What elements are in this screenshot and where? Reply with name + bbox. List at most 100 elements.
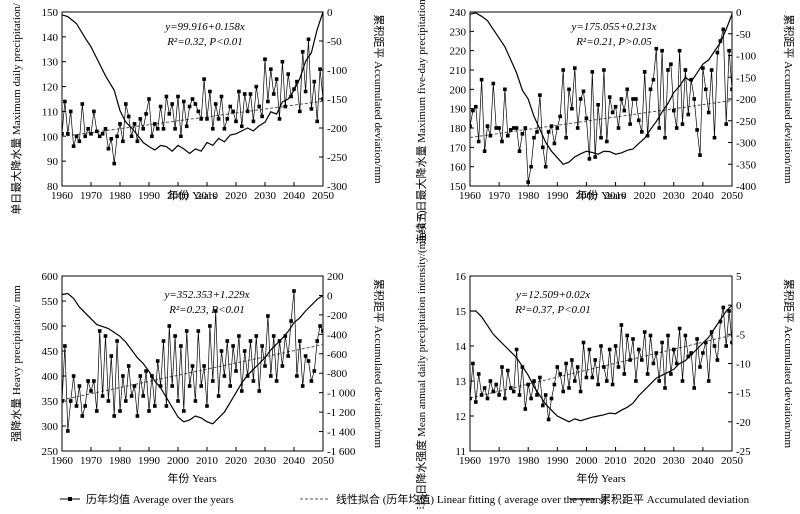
average-point bbox=[228, 384, 232, 388]
average-point bbox=[251, 119, 256, 124]
average-point bbox=[532, 135, 536, 140]
average-point bbox=[567, 87, 571, 92]
y-left-tick-label: 500 bbox=[42, 321, 59, 333]
average-point bbox=[63, 344, 67, 348]
average-point bbox=[303, 89, 308, 94]
x-tick-label: 2030 bbox=[254, 190, 277, 202]
average-point bbox=[231, 109, 235, 114]
average-point bbox=[503, 396, 507, 401]
average-point bbox=[648, 87, 653, 92]
x-tick-label: 1960 bbox=[51, 190, 74, 202]
average-point bbox=[321, 329, 323, 333]
average-point bbox=[100, 394, 105, 398]
average-point bbox=[709, 68, 714, 72]
average-point bbox=[315, 119, 319, 124]
average-point bbox=[663, 135, 667, 140]
average-point bbox=[199, 384, 203, 388]
average-point bbox=[237, 334, 241, 338]
average-point bbox=[242, 92, 247, 96]
average-point bbox=[208, 89, 212, 94]
average-point bbox=[622, 108, 627, 113]
average-point bbox=[300, 384, 305, 388]
legend-fit-label: 线性拟合 (历年均值) Linear fitting ( average ove… bbox=[336, 492, 607, 506]
average-point bbox=[211, 127, 215, 131]
x-tick-label: 2050 bbox=[312, 190, 335, 202]
average-point bbox=[599, 135, 603, 140]
average-point bbox=[153, 404, 157, 408]
average-point bbox=[552, 382, 557, 387]
x-tick-label: 2040 bbox=[692, 455, 715, 467]
x-tick-label: 2040 bbox=[692, 190, 715, 202]
average-point bbox=[514, 126, 519, 130]
y-right-tick-label: -250 bbox=[736, 116, 757, 128]
average-point bbox=[205, 117, 209, 121]
average-point bbox=[66, 429, 70, 433]
average-point bbox=[666, 333, 670, 338]
average-point bbox=[634, 97, 638, 101]
average-point bbox=[173, 334, 177, 338]
average-point bbox=[115, 339, 119, 343]
average-point bbox=[147, 409, 151, 413]
average-point bbox=[485, 396, 490, 401]
average-point bbox=[269, 374, 273, 378]
average-point bbox=[86, 379, 90, 383]
average-point bbox=[546, 130, 551, 134]
average-point bbox=[274, 77, 279, 81]
y-right-tick-label: -800 bbox=[327, 368, 348, 380]
average-point bbox=[289, 94, 293, 99]
average-point bbox=[251, 379, 256, 383]
average-point bbox=[167, 112, 172, 116]
average-point bbox=[106, 146, 111, 151]
average-point bbox=[506, 133, 510, 138]
average-point bbox=[138, 117, 143, 121]
average-point bbox=[701, 66, 705, 70]
average-point bbox=[225, 117, 230, 121]
average-point bbox=[286, 354, 290, 358]
average-point bbox=[669, 62, 673, 66]
average-point bbox=[219, 94, 224, 99]
x-tick-label: 2020 bbox=[634, 455, 657, 467]
average-point bbox=[280, 59, 285, 64]
y-left-tick-label: 250 bbox=[42, 446, 59, 458]
average-point bbox=[622, 372, 627, 376]
average-point bbox=[92, 109, 96, 114]
x-tick-label: 2000 bbox=[167, 190, 190, 202]
average-point bbox=[602, 365, 606, 369]
average-point bbox=[640, 358, 644, 362]
average-point bbox=[266, 314, 270, 318]
average-point bbox=[167, 324, 172, 328]
average-point bbox=[269, 67, 273, 71]
y-right-tick-label: -400 bbox=[736, 181, 757, 193]
y-left-axis-label: 连续五日最大降水量 Maximum five-day precipitation… bbox=[414, 0, 428, 245]
average-point bbox=[654, 46, 659, 51]
average-point bbox=[543, 393, 548, 397]
average-point bbox=[584, 116, 589, 121]
y-right-tick-label: -350 bbox=[736, 159, 757, 171]
accumulated-deviation-line bbox=[62, 12, 323, 155]
average-point bbox=[564, 361, 568, 366]
average-point bbox=[645, 133, 650, 138]
r2-label: R²=0.37, P<0.01 bbox=[514, 304, 591, 316]
average-point bbox=[112, 414, 116, 418]
average-point bbox=[500, 139, 504, 144]
average-point bbox=[590, 375, 595, 380]
average-point bbox=[660, 340, 664, 345]
x-tick-label: 2010 bbox=[605, 190, 628, 202]
average-point bbox=[170, 384, 174, 388]
average-point bbox=[184, 124, 189, 129]
average-point bbox=[517, 393, 522, 397]
average-point bbox=[482, 386, 487, 390]
x-tick-label: 2000 bbox=[575, 190, 598, 202]
average-point bbox=[625, 333, 629, 338]
average-point bbox=[277, 117, 282, 121]
y-left-tick-label: 350 bbox=[42, 396, 59, 408]
average-point bbox=[89, 389, 93, 393]
average-point bbox=[578, 389, 583, 394]
average-point bbox=[619, 97, 624, 101]
average-point bbox=[712, 344, 717, 348]
y-right-tick-label: -200 bbox=[327, 310, 348, 322]
average-point bbox=[124, 399, 128, 403]
y-right-axis-label: 累积距平 Accumulated deviation/mm bbox=[372, 279, 385, 449]
average-point bbox=[295, 79, 299, 84]
y-right-tick-label: 0 bbox=[327, 290, 333, 302]
